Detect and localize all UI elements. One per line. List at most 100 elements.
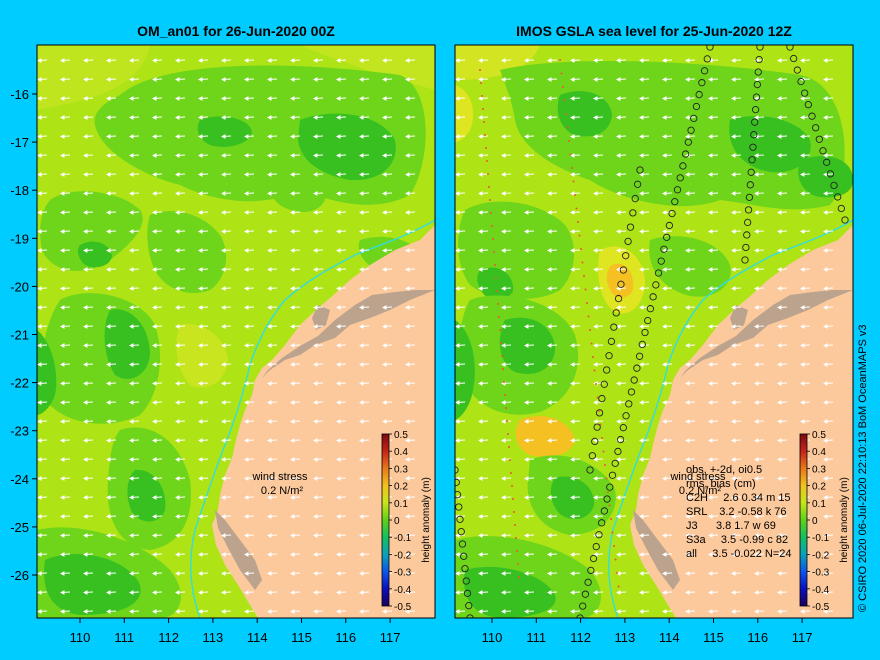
wind-arrowhead <box>455 552 460 557</box>
wind-arrowhead <box>405 58 410 63</box>
track-obs-circle <box>841 216 849 224</box>
wind-arrowhead <box>478 381 483 386</box>
wind-arrowhead <box>524 533 529 538</box>
wind-arrowhead <box>290 286 295 291</box>
wind-arrowhead <box>777 115 782 120</box>
wind-arrowhead <box>336 58 341 63</box>
wind-arrowhead <box>478 533 483 538</box>
wind-arrowhead <box>60 400 65 405</box>
wind-arrowhead <box>106 419 111 424</box>
wind-arrowhead <box>267 172 272 177</box>
wind-arrowhead <box>754 172 759 177</box>
wind-arrowhead <box>547 552 552 557</box>
wind-arrowhead <box>198 495 203 500</box>
wind-arrowhead <box>336 400 341 405</box>
wind-arrowhead <box>593 115 598 120</box>
wind-arrowhead <box>593 210 598 215</box>
wind-arrowhead <box>83 343 88 348</box>
wind-arrowhead <box>524 267 529 272</box>
wind-arrowhead <box>777 96 782 101</box>
wind-arrowhead <box>593 362 598 367</box>
wind-arrowhead <box>639 609 644 614</box>
wind-arrowhead <box>83 590 88 595</box>
wind-arrowhead <box>708 115 713 120</box>
wind-arrowhead <box>83 115 88 120</box>
wind-arrowhead <box>662 172 667 177</box>
wind-arrowhead <box>754 419 759 424</box>
track-obs-circle <box>819 147 827 155</box>
wind-arrowhead <box>221 172 226 177</box>
track-obs-circle <box>610 323 618 331</box>
wind-arrowhead <box>382 609 387 614</box>
track-dot <box>486 160 488 162</box>
lat-tick-label: -21 <box>10 328 29 343</box>
wind-arrowhead <box>800 229 805 234</box>
track-obs-circle <box>797 77 805 86</box>
wind-arrowhead <box>501 495 506 500</box>
wind-arrowhead <box>313 438 318 443</box>
wind-arrowhead <box>60 172 65 177</box>
wind-arrowhead <box>478 134 483 139</box>
wind-arrowhead <box>336 514 341 519</box>
wind-arrowhead <box>244 571 249 576</box>
wind-arrowhead <box>106 362 111 367</box>
right-map-frame <box>454 44 854 619</box>
wind-arrowhead <box>524 77 529 82</box>
wind-arrowhead <box>800 172 805 177</box>
wind-arrowhead <box>290 115 295 120</box>
wind-arrowhead <box>524 172 529 177</box>
wind-arrowhead <box>152 590 157 595</box>
colorbar-tick-label: -0.5 <box>812 602 830 613</box>
track-obs-circle <box>460 552 468 560</box>
wind-arrowhead <box>405 324 410 329</box>
wind-arrowhead <box>616 362 621 367</box>
wind-arrowhead <box>547 571 552 576</box>
wind-arrowhead <box>290 229 295 234</box>
wind-arrowhead <box>478 248 483 253</box>
track-obs-circle <box>625 400 633 408</box>
wind-arrowhead <box>244 115 249 120</box>
wind-arrowhead <box>382 324 387 329</box>
wind-arrowhead <box>244 248 249 253</box>
wind-arrowhead <box>524 229 529 234</box>
wind-arrowhead <box>777 153 782 158</box>
wind-arrowhead <box>405 400 410 405</box>
wind-arrowhead <box>267 533 272 538</box>
wind-arrowhead <box>106 533 111 538</box>
wind-arrowhead <box>708 267 713 272</box>
wind-arrowhead <box>37 58 42 63</box>
wind-arrowhead <box>800 305 805 310</box>
wind-arrowhead <box>267 381 272 386</box>
wind-arrowhead <box>83 571 88 576</box>
wind-arrowhead <box>313 134 318 139</box>
wind-arrowhead <box>570 58 575 63</box>
wind-arrowhead <box>685 134 690 139</box>
wind-arrowhead <box>175 210 180 215</box>
colorbar-tick-label: 0.2 <box>394 482 408 493</box>
wind-arrowhead <box>662 438 667 443</box>
wind-arrowhead <box>129 381 134 386</box>
wind-arrowhead <box>777 134 782 139</box>
wind-arrowhead <box>639 552 644 557</box>
track-obs-circle <box>745 193 754 202</box>
wind-arrowhead <box>336 210 341 215</box>
wind-arrowhead <box>593 58 598 63</box>
wind-arrowhead <box>359 286 364 291</box>
wind-arrowhead <box>336 457 341 462</box>
track-obs-circle <box>614 447 622 456</box>
wind-arrowhead <box>800 609 805 614</box>
wind-arrowhead <box>405 362 410 367</box>
wind-arrowhead <box>405 96 410 101</box>
wind-arrowhead <box>455 77 460 82</box>
wind-arrowhead <box>708 210 713 215</box>
wind-arrowhead <box>708 96 713 101</box>
wind-arrowhead <box>524 362 529 367</box>
track-dot <box>559 59 561 61</box>
track-dot <box>572 180 575 183</box>
wind-arrowhead <box>336 115 341 120</box>
wind-arrowhead <box>524 419 529 424</box>
track-dot <box>592 356 594 358</box>
wind-arrowhead <box>547 400 552 405</box>
wind-arrowhead <box>336 419 341 424</box>
wind-arrowhead <box>37 419 42 424</box>
